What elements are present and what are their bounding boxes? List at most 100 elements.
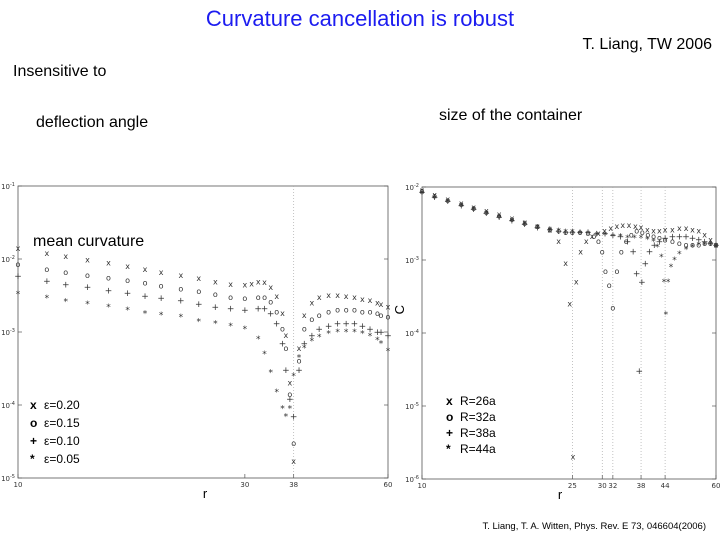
data-point: o (326, 307, 331, 316)
data-point: x (125, 262, 130, 271)
data-point: o (143, 279, 148, 288)
data-point: * (578, 230, 583, 240)
data-point: + (617, 232, 625, 242)
data-point: o (213, 290, 218, 299)
data-point: x (375, 299, 380, 308)
data-point: o (268, 297, 273, 306)
data-point: x (522, 218, 527, 227)
data-point: x (574, 278, 579, 287)
data-point: o (228, 293, 233, 302)
data-point: * (586, 230, 591, 240)
data-point: o (600, 247, 605, 256)
data-point: x (420, 186, 425, 195)
data-point: x (571, 453, 576, 462)
data-point: * (535, 223, 540, 233)
data-point: * (556, 227, 561, 237)
data-point: o (509, 215, 514, 224)
data-point: * (16, 290, 21, 300)
data-point: + (534, 223, 542, 233)
legend-marker: o (446, 410, 453, 424)
data-point: x (563, 259, 568, 268)
legend-marker: o (30, 416, 37, 430)
series-3: * * * * * * * * * * * * ************ * * * * * * * * ** (16, 290, 391, 422)
data-point: o (379, 311, 384, 320)
data-point: + (351, 320, 359, 330)
data-point: * (125, 306, 130, 316)
data-point: + (444, 197, 452, 207)
data-point: * (651, 237, 656, 247)
data-point: * (45, 294, 50, 304)
data-point: o (603, 267, 608, 276)
data-point: o (178, 284, 183, 293)
data-point: o (640, 228, 645, 237)
data-point: x (297, 344, 302, 353)
data-point: * (268, 368, 273, 378)
data-point: + (359, 322, 367, 332)
data-point: o (708, 239, 713, 248)
data-point: o (445, 196, 450, 205)
legend-marker: + (446, 426, 453, 440)
data-point: o (360, 307, 365, 316)
data-point: x (677, 224, 682, 233)
data-point: o (651, 232, 656, 241)
data-point: * (256, 335, 261, 345)
data-point: + (584, 228, 592, 238)
data-point: x (228, 280, 233, 289)
data-point: * (197, 317, 202, 327)
data-point: * (420, 190, 425, 200)
data-point: + (569, 228, 577, 238)
data-point: x (708, 235, 713, 244)
data-point: * (603, 231, 608, 241)
data-point: * (85, 300, 90, 310)
data-point: * (297, 353, 302, 363)
data-point: x (213, 277, 218, 286)
data-point: + (642, 259, 650, 269)
data-point: x (310, 299, 315, 308)
data-point: * (344, 328, 349, 338)
data-point: + (227, 304, 235, 314)
legend-entry-3: ε=0.05 (44, 452, 80, 466)
data-point: x (242, 281, 247, 290)
data-point: x (567, 300, 572, 309)
data-point: x (360, 295, 365, 304)
data-point: * (352, 328, 357, 338)
data-point: + (638, 278, 646, 288)
data-point: o (610, 304, 615, 313)
data-point: x (596, 229, 601, 238)
data-point: o (459, 200, 464, 209)
data-point: o (714, 241, 719, 250)
data-point: o (690, 241, 695, 250)
data-point: x (143, 265, 148, 274)
data-point: o (302, 325, 307, 334)
x-tick-label: 32 (608, 482, 617, 490)
data-point: + (177, 296, 185, 306)
data-point: o (677, 239, 682, 248)
data-point: + (325, 322, 333, 332)
y-tick-label: 10-4 (405, 329, 419, 338)
data-point: + (651, 241, 659, 251)
data-point: * (159, 311, 164, 321)
data-point: x (670, 225, 675, 234)
data-point: * (179, 313, 184, 323)
data-point: + (701, 237, 709, 247)
data-point: + (315, 325, 323, 335)
data-point: o (274, 307, 279, 316)
data-point: * (360, 330, 365, 340)
data-point: x (335, 291, 340, 300)
data-point: x (274, 292, 279, 301)
data-point: o (522, 219, 527, 228)
data-point: * (645, 236, 650, 246)
data-point: + (273, 320, 281, 330)
y-tick-label: 10-5 (1, 474, 15, 483)
data-point: x (471, 203, 476, 212)
data-point: * (432, 194, 437, 204)
data-point: o (484, 208, 489, 217)
data-point: x (445, 195, 450, 204)
data-point: o (547, 225, 552, 234)
data-point: o (657, 234, 662, 243)
legend-marker: * (446, 442, 451, 456)
data-point: + (267, 309, 275, 319)
legend: x R=26a o R=32a + R=38a * R=44a (446, 394, 496, 456)
